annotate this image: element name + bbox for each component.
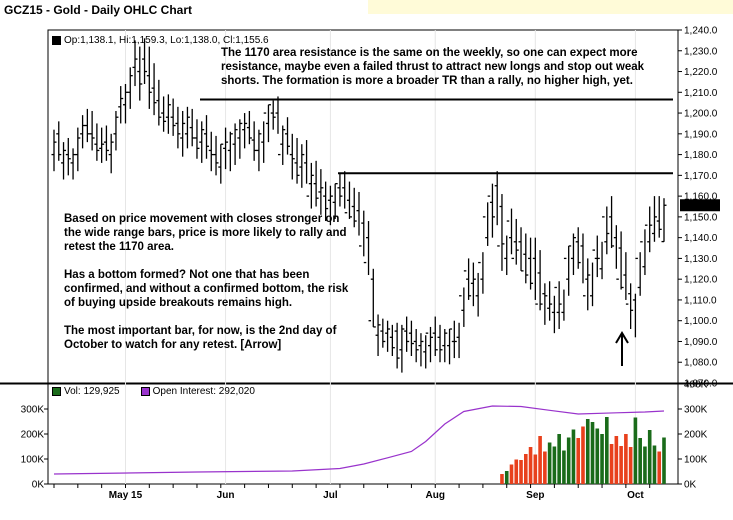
- y-tick-label: 1,140.0: [684, 233, 718, 244]
- y-tick-label: 1,240.0: [684, 26, 718, 37]
- volume-bar: [595, 428, 600, 484]
- y-tick-label: 1,130.0: [684, 254, 718, 265]
- volume-bar: [600, 434, 604, 484]
- annotation-october: The most important bar, for now, is the …: [64, 325, 337, 351]
- y-tick-label: 1,170.0: [684, 171, 718, 182]
- volume-bar: [562, 450, 566, 484]
- y-tick-label: 1,220.0: [684, 67, 718, 78]
- x-tick-label: Aug: [426, 490, 445, 501]
- volume-bar: [519, 460, 523, 484]
- y-tick-label: 1,100.0: [684, 316, 718, 327]
- volume-bar: [581, 426, 585, 484]
- y-tick-label: 1,200.0: [684, 109, 718, 120]
- volume-bar: [500, 474, 504, 484]
- volume-bar: [605, 417, 609, 484]
- header-highlight: [368, 0, 733, 14]
- volume-bar: [533, 454, 538, 484]
- y-tick-label: 1,120.0: [684, 275, 718, 286]
- y-tick-label: 1,150.0: [684, 212, 718, 223]
- volume-bar: [614, 436, 619, 484]
- annotation-price-movement: Based on price movement with closes stro…: [64, 213, 347, 253]
- volume-bar: [643, 446, 647, 484]
- ohlc-values: Op:1,138.1, Hi:1,159.3, Lo:1,138.0, Cl:1…: [64, 35, 269, 46]
- ohlc-swatch-icon: [52, 36, 61, 45]
- volume-y-tick-left: 200K: [21, 430, 45, 441]
- volume-bar: [566, 437, 571, 484]
- volume-bar: [638, 438, 642, 484]
- volume-bar: [552, 446, 557, 484]
- volume-bar: [528, 447, 533, 484]
- y-tick-label: 1,110.0: [684, 295, 717, 306]
- volume-bar: [657, 451, 662, 484]
- last-price-marker: [680, 199, 720, 212]
- volume-bar: [624, 434, 628, 484]
- volume-y-tick-right: 200K: [684, 430, 708, 441]
- annotation-bottom: Has a bottom formed? Not one that has be…: [64, 269, 349, 309]
- volume-y-tick-left: 100K: [21, 455, 45, 466]
- y-tick-label: 1,230.0: [684, 46, 718, 57]
- open-interest-value: Open Interest: 292,020: [152, 386, 255, 397]
- volume-bar: [633, 417, 638, 484]
- volume-bar: [628, 447, 633, 484]
- volume-bar: [557, 434, 561, 484]
- volume-bar: [576, 438, 581, 484]
- volume-bar: [504, 471, 509, 484]
- volume-swatch-icon: [52, 387, 61, 396]
- volume-bar: [547, 442, 552, 484]
- y-tick-label: 1,180.0: [684, 150, 718, 161]
- open-interest-line: [53, 405, 665, 475]
- volume-y-tick-right: 300K: [684, 405, 708, 416]
- volume-y-tick-right: 100K: [684, 455, 708, 466]
- x-tick-label: Sep: [526, 490, 544, 501]
- volume-bar: [647, 430, 652, 484]
- volume-legend: Vol: 129,925 Open Interest: 292,020: [52, 386, 255, 397]
- volume-bar: [652, 445, 657, 484]
- y-tick-label: 1,160.0: [684, 192, 718, 203]
- arrow-head-icon: [615, 331, 629, 344]
- volume-bar: [538, 436, 542, 484]
- ohlc-legend: Op:1,138.1, Hi:1,159.3, Lo:1,138.0, Cl:1…: [52, 35, 269, 46]
- volume-y-tick-left: 300K: [21, 405, 45, 416]
- volume-bar: [543, 451, 547, 484]
- x-tick-label: May 15: [109, 490, 143, 501]
- y-tick-label: 1,210.0: [684, 88, 718, 99]
- last-price-label: 1,155.6: [682, 201, 716, 212]
- volume-bar: [609, 444, 614, 484]
- volume-bar: [509, 464, 514, 484]
- x-tick-label: Oct: [627, 490, 644, 501]
- x-tick-label: Jul: [323, 490, 338, 501]
- volume-bar: [585, 419, 590, 484]
- y-tick-label: 1,070.0: [684, 379, 718, 390]
- volume-bar: [662, 437, 666, 484]
- volume-bar: [619, 446, 623, 484]
- volume-bar: [514, 459, 519, 484]
- annotation-resistance: The 1170 area resistance is the same on …: [221, 47, 645, 87]
- volume-bar: [590, 422, 595, 484]
- volume-y-tick-left: 0K: [32, 480, 45, 491]
- chart-title: GCZ15 - Gold - Daily OHLC Chart: [4, 3, 193, 17]
- volume-y-tick-right: 0K: [684, 480, 697, 491]
- volume-value: Vol: 129,925: [64, 386, 120, 397]
- x-tick-label: Jun: [217, 490, 235, 501]
- volume-bar: [523, 454, 528, 484]
- y-tick-label: 1,080.0: [684, 358, 718, 369]
- y-tick-label: 1,090.0: [684, 337, 718, 348]
- open-interest-swatch-icon: [140, 387, 150, 396]
- volume-y-tick-right: 400K: [684, 380, 708, 391]
- volume-bar: [571, 429, 576, 484]
- y-tick-label: 1,190.0: [684, 129, 718, 140]
